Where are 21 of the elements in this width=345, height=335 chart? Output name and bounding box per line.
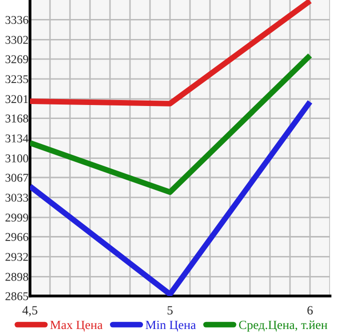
- y-tick-label: 2999: [6, 214, 28, 222]
- x-tick-label: 5: [168, 306, 173, 315]
- y-tick-label: 3033: [6, 194, 28, 202]
- y-tick-label: 3067: [6, 174, 28, 182]
- y-tick-label: 3201: [6, 95, 28, 104]
- y-tick-label: 2932: [6, 252, 28, 261]
- y-tick-label: 3168: [6, 114, 28, 122]
- y-tick-label: 3269: [6, 55, 28, 64]
- y-tick-label: 2898: [6, 272, 28, 281]
- legend-label: Сред.Цена, т.йен: [239, 320, 328, 332]
- x-tick-label: 4,5: [22, 306, 38, 316]
- y-tick-label: 3302: [6, 36, 28, 44]
- legend-label: Max Цена: [50, 320, 103, 332]
- x-tick-label: 6: [307, 306, 313, 315]
- legend-label: Min Цена: [146, 320, 196, 332]
- y-tick-label: 3134: [6, 134, 28, 142]
- y-tick-label: 2865: [6, 292, 28, 300]
- y-tick-label: 3235: [6, 75, 28, 84]
- y-tick-label: 2966: [6, 233, 28, 241]
- y-tick-label: 3100: [6, 154, 28, 162]
- y-tick-label: 3336: [6, 16, 28, 24]
